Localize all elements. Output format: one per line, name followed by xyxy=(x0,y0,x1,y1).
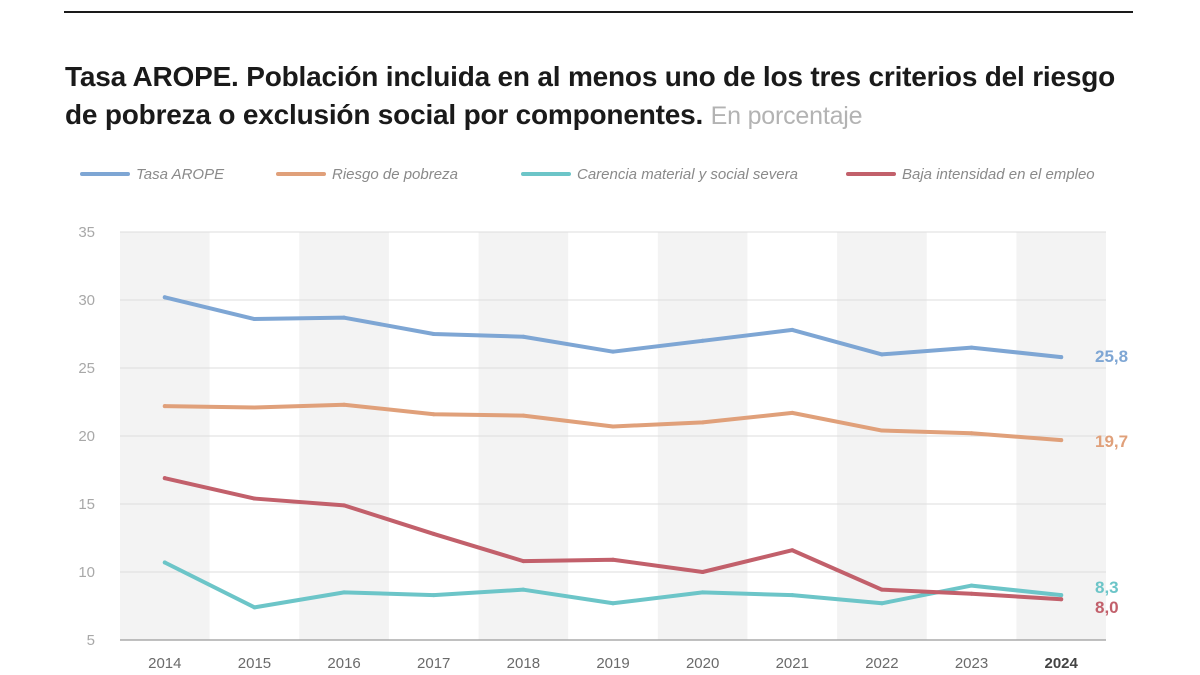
data-point xyxy=(431,593,436,598)
x-tick-label: 2015 xyxy=(238,655,271,672)
y-tick-label: 10 xyxy=(78,564,95,581)
data-point xyxy=(969,591,974,596)
data-point xyxy=(521,413,526,418)
end-value-label: 8,3 xyxy=(1095,578,1119,597)
legend-swatch xyxy=(846,172,896,176)
chart-title-block: Tasa AROPE. Población incluida en al men… xyxy=(65,58,1145,135)
data-point xyxy=(521,559,526,564)
data-point xyxy=(162,476,167,481)
data-point xyxy=(879,601,884,606)
data-point xyxy=(969,345,974,350)
data-point xyxy=(521,587,526,592)
x-tick-label: 2019 xyxy=(596,655,629,672)
gridlines xyxy=(120,231,1106,641)
legend-swatch xyxy=(521,172,571,176)
x-tick-label: 2024 xyxy=(1044,655,1078,672)
data-point xyxy=(700,570,705,574)
chart-subtitle: En porcentaje xyxy=(710,102,863,130)
data-point xyxy=(790,327,795,332)
y-tick-label: 25 xyxy=(78,360,95,377)
data-point xyxy=(611,557,615,562)
end-value-label: 8,0 xyxy=(1095,598,1119,617)
x-axis: 2014 2015 2016 2017 2018 2019 2020 2021 2022 2023… xyxy=(148,655,1078,672)
legend-swatch xyxy=(276,172,326,176)
series-lines xyxy=(162,295,1064,610)
data-point xyxy=(342,590,347,595)
y-tick-label: 30 xyxy=(78,292,95,309)
top-rule xyxy=(64,11,1133,13)
data-point xyxy=(162,295,167,300)
data-point xyxy=(431,531,436,536)
legend-item: Carencia material y social severa xyxy=(521,160,798,188)
legend-item: Riesgo de pobreza xyxy=(276,160,458,188)
legend-item: Baja intensidad en el empleo xyxy=(846,160,1095,188)
data-point xyxy=(1059,355,1064,360)
x-tick-label: 2017 xyxy=(417,655,450,672)
data-point xyxy=(162,560,167,565)
data-point xyxy=(700,590,705,595)
x-tick-label: 2023 xyxy=(955,655,988,672)
y-axis: 35 30 25 20 15 10 5 xyxy=(78,224,95,649)
data-point xyxy=(342,503,347,508)
data-point xyxy=(1059,597,1064,602)
data-point xyxy=(879,352,884,357)
x-tick-label: 2014 xyxy=(148,655,181,672)
data-point xyxy=(252,605,257,610)
x-tick-label: 2016 xyxy=(327,655,360,672)
x-tick-label: 2018 xyxy=(507,655,540,672)
end-labels: 25,8 19,7 8,38,0 xyxy=(1095,347,1128,617)
y-tick-label: 20 xyxy=(78,428,95,445)
chart-title: Tasa AROPE. Población incluida en al men… xyxy=(65,61,1116,130)
legend-label: Tasa AROPE xyxy=(136,165,225,183)
x-tick-label: 2020 xyxy=(686,655,719,672)
data-point xyxy=(790,593,795,598)
end-value-label: 25,8 xyxy=(1095,347,1128,366)
y-tick-label: 15 xyxy=(78,496,95,513)
data-point xyxy=(431,412,436,417)
data-point xyxy=(1059,593,1064,598)
data-point xyxy=(611,349,615,354)
data-point xyxy=(611,601,615,606)
data-point xyxy=(879,428,884,433)
y-tick-label: 5 xyxy=(87,632,95,649)
data-point xyxy=(969,431,974,436)
x-tick-label: 2022 xyxy=(865,655,898,672)
legend-label: Carencia material y social severa xyxy=(577,165,798,183)
data-point xyxy=(969,583,974,588)
data-point xyxy=(521,334,526,339)
data-point xyxy=(1059,438,1064,443)
data-point xyxy=(162,404,167,409)
y-tick-label: 35 xyxy=(78,224,95,241)
legend-item: Tasa AROPE xyxy=(80,160,224,188)
end-value-label: 19,7 xyxy=(1095,432,1128,451)
data-point xyxy=(431,332,436,336)
legend-label: Riesgo de pobreza xyxy=(332,165,458,183)
data-point xyxy=(252,496,257,501)
data-point xyxy=(790,410,795,415)
data-point xyxy=(790,548,795,553)
legend: Tasa AROPE Riesgo de pobreza Carencia mate… xyxy=(0,160,1200,188)
data-point xyxy=(700,420,705,425)
data-point xyxy=(611,424,615,429)
data-point xyxy=(342,402,347,407)
data-point xyxy=(342,315,347,320)
data-point xyxy=(252,317,257,322)
data-point xyxy=(879,587,884,592)
x-tick-label: 2021 xyxy=(776,655,809,672)
legend-swatch xyxy=(80,172,130,176)
legend-label: Baja intensidad en el empleo xyxy=(902,165,1095,183)
data-point xyxy=(252,405,257,410)
data-point xyxy=(700,338,705,343)
